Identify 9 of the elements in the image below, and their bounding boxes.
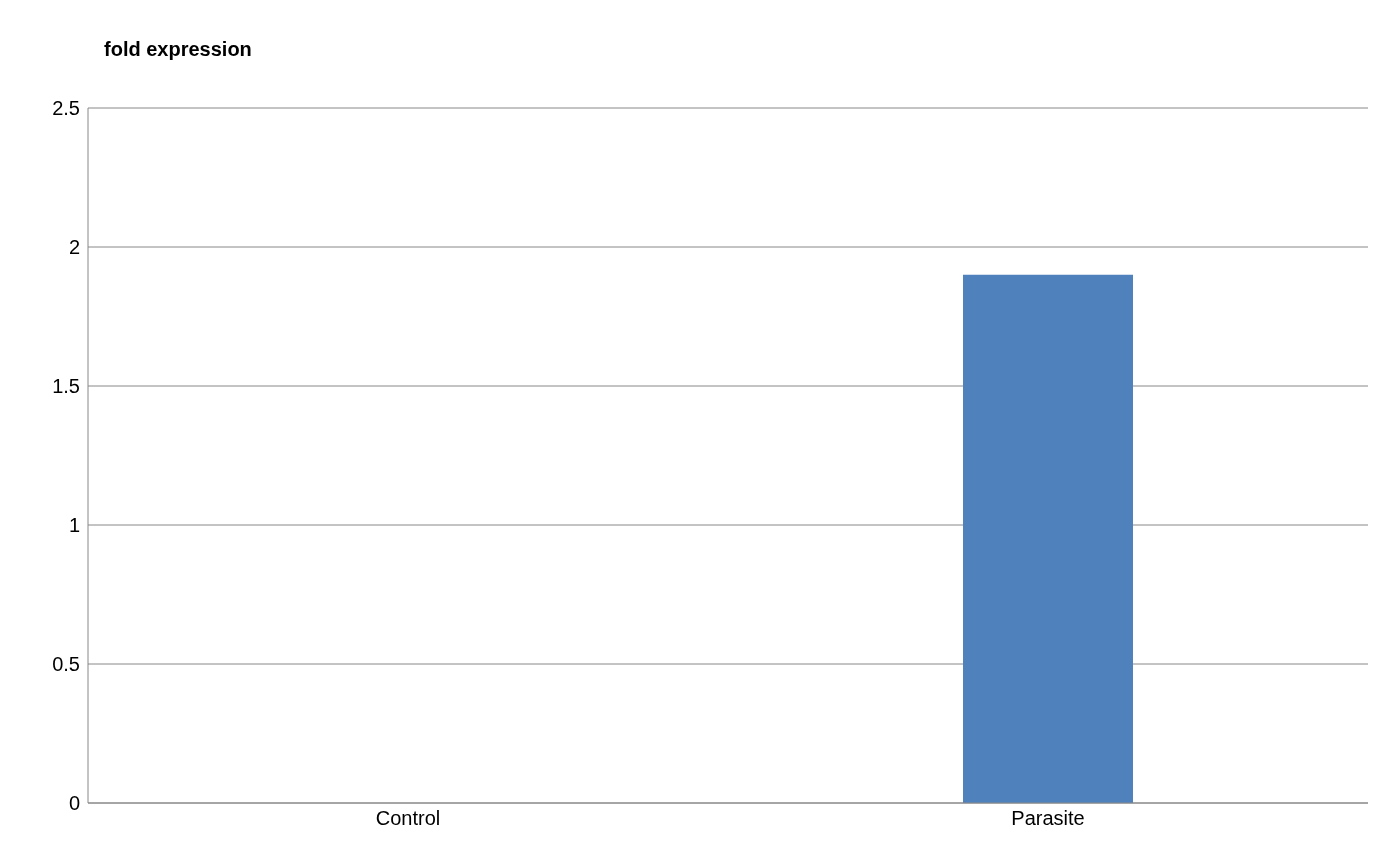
y-tick-label: 1 xyxy=(68,514,80,537)
y-tick-label: 0 xyxy=(68,792,80,815)
x-tick-label: Control xyxy=(375,807,441,830)
y-tick-label: 2.5 xyxy=(52,97,80,120)
y-axis-title: fold expression xyxy=(104,38,252,61)
y-tick-label: 2 xyxy=(68,236,80,259)
y-tick-label: 0.5 xyxy=(52,653,80,676)
x-tick-label: Parasite xyxy=(1011,807,1085,830)
y-tick-label: 1.5 xyxy=(52,375,80,398)
